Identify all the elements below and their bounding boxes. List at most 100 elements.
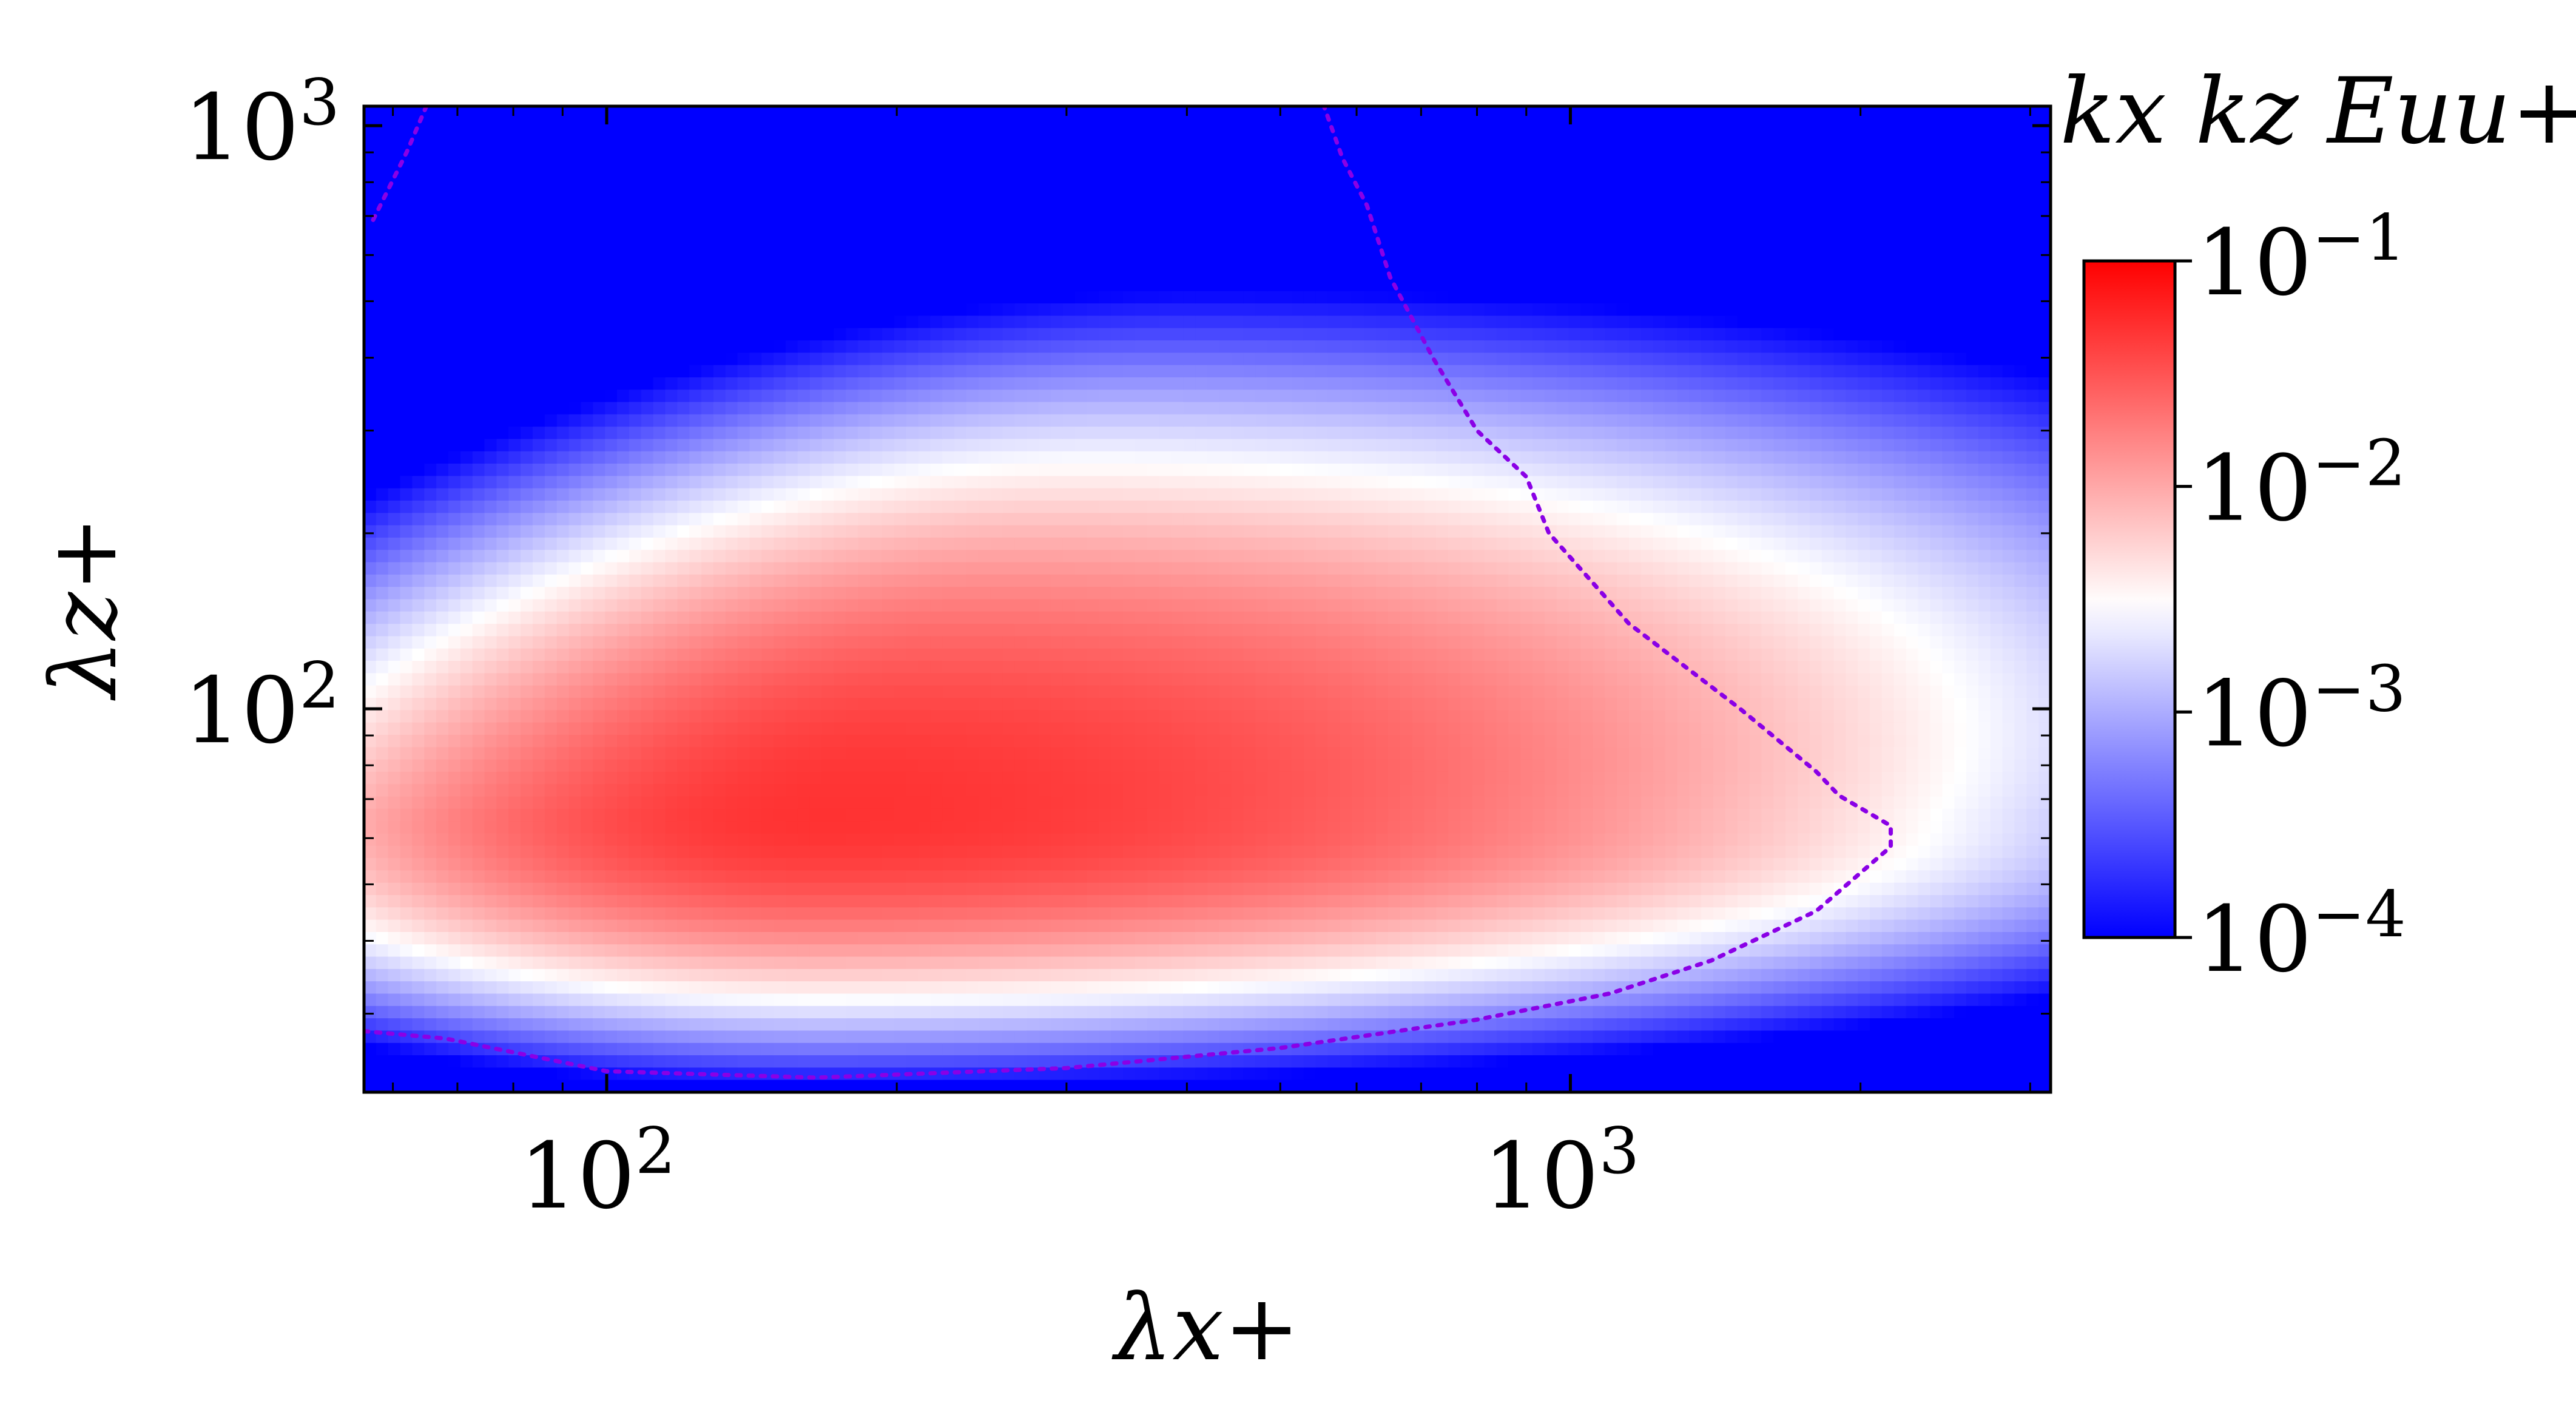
heatmap-cell [786,316,798,329]
heatmap-cell [906,636,919,649]
heatmap-cell [966,550,979,563]
heatmap-cell [701,759,714,772]
heatmap-cell [737,956,750,970]
heatmap-cell [556,968,570,982]
heatmap-cell [725,451,738,464]
heatmap-cell [1074,870,1088,883]
heatmap-cell [472,784,485,797]
heatmap-cell [388,143,401,157]
heatmap-cell [858,254,871,267]
heatmap-cell [641,956,654,970]
heatmap-cell [725,710,738,723]
heatmap-cell [364,944,377,958]
heatmap-cell [653,328,666,341]
heatmap-cell [448,451,461,464]
heatmap-cell [834,537,847,551]
heatmap-cell [1062,710,1076,723]
heatmap-cell [448,599,461,612]
heatmap-cell [786,981,798,995]
heatmap-cell [556,377,570,390]
heatmap-cell [966,439,979,452]
heatmap-cell [364,229,377,243]
heatmap-cell [472,661,485,674]
heatmap-cell [797,907,811,921]
heatmap-cell [412,217,425,230]
heatmap-cell [1002,759,1016,772]
heatmap-cell [858,439,871,452]
heatmap-cell [1111,106,1124,120]
heatmap-cell [665,710,678,723]
heatmap-cell [593,771,605,785]
heatmap-cell [1074,427,1088,440]
heatmap-cell [641,365,654,378]
heatmap-cell [424,451,437,464]
heatmap-cell [436,833,449,846]
heatmap-cell [1014,685,1027,698]
heatmap-cell [376,353,389,366]
heatmap-cell [701,956,714,970]
heatmap-cell [533,328,545,341]
heatmap-cell [364,599,377,612]
heatmap-cell [629,931,642,945]
heatmap-cell [821,919,835,933]
heatmap-cell [629,771,642,785]
heatmap-cell [364,870,377,883]
heatmap-cell [870,242,883,255]
heatmap-cell [376,710,389,723]
heatmap-cell [412,833,425,846]
heatmap-cell [1099,513,1111,526]
heatmap-cell [617,784,630,797]
heatmap-cell [388,537,401,551]
heatmap-cell [737,611,750,624]
heatmap-cell [942,303,955,317]
heatmap-cell [749,291,763,304]
heatmap-cell [821,118,835,132]
heatmap-cell [954,698,967,711]
heatmap-cell [544,451,558,464]
heatmap-cell [942,993,955,1007]
heatmap-cell [544,931,558,945]
heatmap-cell [774,106,786,120]
heatmap-cell [870,858,883,871]
heatmap-cell [954,414,967,427]
heatmap-cell [1087,353,1100,366]
heatmap-cell [846,155,858,169]
heatmap-cell [629,266,642,280]
heatmap-cell [882,155,895,169]
heatmap-cell [942,624,955,637]
heatmap-cell [713,931,726,945]
heatmap-cell [713,229,726,243]
heatmap-cell [774,698,786,711]
heatmap-cell [508,279,521,292]
heatmap-cell [677,944,690,958]
heatmap-cell [894,118,907,132]
heatmap-cell [424,365,437,378]
heatmap-cell [870,1018,883,1032]
heatmap-cell [1002,1030,1016,1044]
heatmap-cell [364,734,377,748]
heatmap-cell [725,648,738,661]
heatmap-cell [737,537,750,551]
heatmap-cell [1062,488,1076,501]
heatmap-cell [1050,402,1064,415]
heatmap-cell [761,574,774,587]
heatmap-cell [1111,316,1124,329]
heatmap-cell [930,636,943,649]
heatmap-cell [1002,143,1016,157]
heatmap-cell [1087,784,1100,797]
heatmap-cell [1062,698,1076,711]
heatmap-cell [400,673,413,686]
heatmap-cell [508,204,521,218]
heatmap-cell [460,303,473,317]
heatmap-cell [713,882,726,896]
heatmap-cell [1050,661,1064,674]
heatmap-cell [1087,328,1100,341]
heatmap-cell [942,562,955,575]
heatmap-cell [1099,439,1111,452]
heatmap-cell [990,968,1003,982]
heatmap-cell [1111,217,1124,230]
heatmap-cell [533,574,545,587]
heatmap-cell [737,143,750,157]
heatmap-cell [809,747,823,760]
heatmap-cell [906,180,919,193]
